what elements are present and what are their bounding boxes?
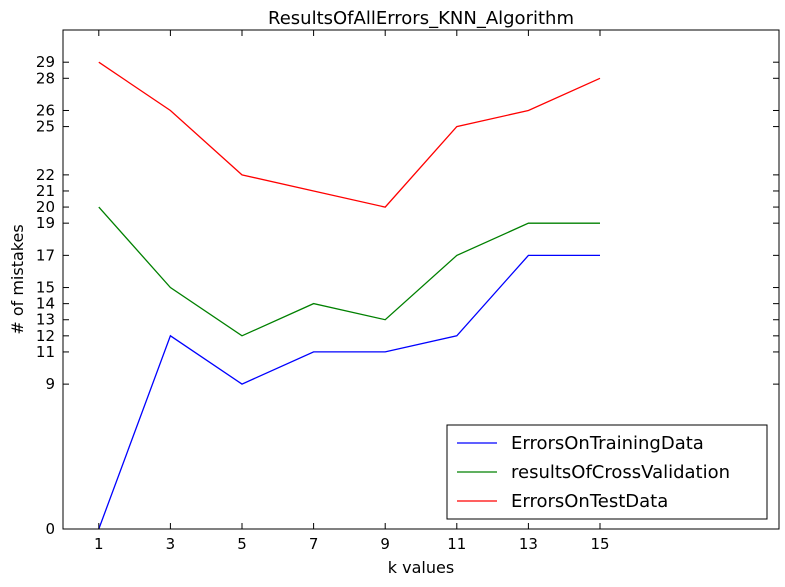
y-tick-label: 15 <box>36 279 55 297</box>
series-line-2 <box>98 206 600 337</box>
x-tick-label: 15 <box>590 535 609 553</box>
x-tick-label: 13 <box>519 535 538 553</box>
y-tick-label: 29 <box>36 53 55 71</box>
y-tick-label: 22 <box>36 166 55 184</box>
x-tick-label: 1 <box>94 535 104 553</box>
axes-frame <box>62 29 780 530</box>
legend: ErrorsOnTrainingData resultsOfCrossValida… <box>446 424 768 520</box>
y-tick-label: 0 <box>45 520 55 538</box>
x-axis-ticks: 1 3 5 7 9 11 13 15 <box>94 30 610 553</box>
x-tick-label: 3 <box>166 535 176 553</box>
legend-box <box>446 424 768 520</box>
y-tick-label: 13 <box>36 311 55 329</box>
x-tick-label: 11 <box>447 535 466 553</box>
y-tick-label: 14 <box>36 295 55 313</box>
x-tick-label: 7 <box>309 535 319 553</box>
legend-label-3: ErrorsOnTestData <box>511 491 668 512</box>
y-tick-label: 12 <box>36 327 55 345</box>
series-line-3 <box>98 61 601 208</box>
y-tick-label: 25 <box>36 118 55 136</box>
x-tick-label: 9 <box>380 535 390 553</box>
chart-title: ResultsOfAllErrors_KNN_Algorithm <box>268 8 574 29</box>
y-tick-label: 20 <box>36 198 55 216</box>
x-tick-label: 5 <box>237 535 247 553</box>
y-tick-label: 21 <box>36 182 55 200</box>
y-tick-label: 26 <box>36 101 55 119</box>
x-axis-label: k values <box>388 558 454 577</box>
y-tick-label: 19 <box>36 214 55 232</box>
series-line-1 <box>98 254 600 530</box>
legend-label-2: resultsOfCrossValidation <box>511 462 730 483</box>
y-tick-label: 17 <box>36 246 55 264</box>
plot-area <box>98 61 601 530</box>
y-axis-label: # of mistakes <box>8 224 27 334</box>
legend-label-1: ErrorsOnTrainingData <box>511 433 704 454</box>
y-tick-label: 9 <box>45 375 55 393</box>
y-tick-label: 11 <box>36 343 55 361</box>
y-tick-label: 28 <box>36 69 55 87</box>
